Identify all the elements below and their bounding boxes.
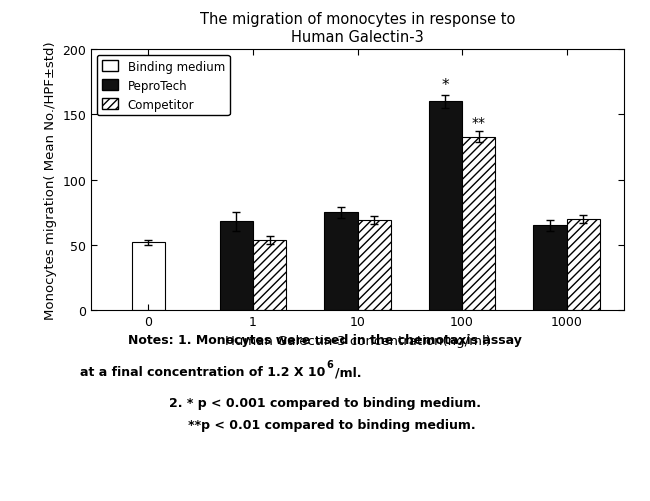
- Text: 6: 6: [326, 360, 333, 370]
- Bar: [220, 222, 253, 311]
- Bar: [358, 221, 391, 311]
- Text: **p < 0.01 compared to binding medium.: **p < 0.01 compared to binding medium.: [175, 418, 475, 431]
- Y-axis label: Monocytes migration( Mean No./HPF±std): Monocytes migration( Mean No./HPF±std): [44, 41, 57, 320]
- Bar: [132, 243, 165, 311]
- Title: The migration of monocytes in response to
Human Galectin-3: The migration of monocytes in response t…: [200, 13, 515, 45]
- Legend: Binding medium, PeproTech, Competitor: Binding medium, PeproTech, Competitor: [97, 56, 229, 116]
- Bar: [428, 102, 462, 311]
- Bar: [533, 226, 567, 311]
- Text: Notes: 1. Monocytes were used in the chemotaxis assay: Notes: 1. Monocytes were used in the che…: [128, 333, 522, 346]
- Bar: [567, 219, 600, 311]
- Text: 2. * p < 0.001 compared to binding medium.: 2. * p < 0.001 compared to binding mediu…: [169, 396, 481, 409]
- Text: *: *: [441, 78, 449, 93]
- Bar: [462, 137, 495, 311]
- Text: /ml.: /ml.: [335, 366, 361, 379]
- X-axis label: Human Galectin-3 concentration(ng/ml): Human Galectin-3 concentration(ng/ml): [224, 334, 491, 347]
- Text: at a final concentration of 1.2 X 10: at a final concentration of 1.2 X 10: [79, 366, 325, 379]
- Bar: [324, 213, 358, 311]
- Text: **: **: [472, 116, 486, 130]
- Bar: [253, 240, 287, 311]
